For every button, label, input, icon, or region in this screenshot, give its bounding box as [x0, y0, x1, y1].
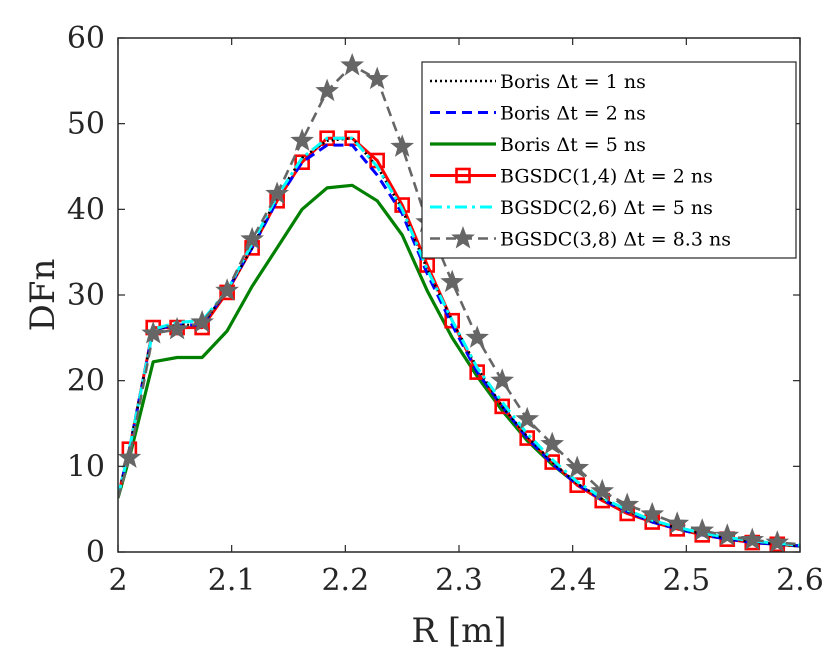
- legend-label: Boris Δt = 5 ns: [500, 134, 646, 156]
- legend-label: Boris Δt = 2 ns: [500, 103, 646, 125]
- series-4-marker: [569, 477, 586, 493]
- series-6-marker: [165, 316, 189, 340]
- legend-item-6: BGSDC(3,8) Δt = 8.3 ns: [430, 226, 731, 251]
- legend-box: [421, 61, 797, 259]
- legend-label: BGSDC(2,6) Δt = 5 ns: [500, 197, 713, 219]
- x-tick-label: 2.1: [208, 563, 256, 598]
- x-tick-label: 2.6: [776, 563, 824, 598]
- series-6-marker: [240, 226, 264, 250]
- legend-item-2: Boris Δt = 2 ns: [430, 103, 646, 125]
- series-6-marker: [765, 530, 790, 552]
- series-5: [118, 136, 800, 547]
- y-tick-label: 40: [67, 192, 105, 227]
- series-6-marker: [565, 455, 590, 479]
- legend-item-4: BGSDC(1,4) Δt = 2 ns: [430, 166, 713, 188]
- series-6-marker: [265, 181, 289, 204]
- y-tick-label: 20: [67, 364, 105, 399]
- series-4-marker: [544, 454, 561, 470]
- series-6: [118, 52, 800, 552]
- series-6-marker: [340, 52, 364, 76]
- y-tick-label: 0: [86, 535, 105, 570]
- legend-label: BGSDC(1,4) Δt = 2 ns: [500, 166, 713, 188]
- series-6-marker: [515, 406, 540, 430]
- series-6-marker: [440, 269, 464, 293]
- legend-item-5: BGSDC(2,6) Δt = 5 ns: [430, 197, 713, 219]
- y-tick-label: 60: [67, 21, 105, 56]
- x-tick-label: 2.5: [662, 563, 710, 598]
- legend-marker: [455, 167, 471, 184]
- legend-item-3: Boris Δt = 5 ns: [430, 134, 646, 156]
- legend-label: BGSDC(3,8) Δt = 8.3 ns: [500, 229, 731, 251]
- x-tick-label: 2: [108, 563, 127, 598]
- series-6-marker: [665, 511, 690, 534]
- series-4-marker: [294, 154, 310, 171]
- series-6-marker: [490, 368, 515, 391]
- series-6-line: [118, 64, 800, 546]
- series-6-marker: [540, 431, 565, 455]
- series-6-marker: [465, 325, 489, 348]
- y-tick-label: 10: [67, 449, 105, 484]
- y-tick-label: 30: [67, 278, 105, 313]
- x-tick-label: 2.3: [435, 563, 483, 598]
- series-6-marker: [690, 518, 715, 541]
- series-5-line: [118, 136, 800, 547]
- series-6-marker: [365, 66, 389, 90]
- series-4-marker: [519, 430, 536, 446]
- legend-marker: [451, 226, 475, 249]
- series-6-marker: [315, 78, 339, 102]
- series-6-marker: [215, 278, 239, 301]
- x-tick-label: 2.2: [321, 563, 369, 598]
- series-6-marker: [190, 309, 214, 333]
- series-4-marker: [494, 398, 510, 415]
- series-6-marker: [615, 492, 640, 515]
- series-6-marker: [390, 134, 414, 157]
- plot-area: [118, 52, 800, 552]
- legend-item-1: Boris Δt = 1 ns: [430, 71, 646, 93]
- y-tick-label: 50: [67, 107, 105, 142]
- legend-label: Boris Δt = 1 ns: [500, 71, 646, 93]
- axes: 2 2.1 2.2 2.3 2.4 2.5 2.6 0 10 20 30 40 50 60 R [m] DFn: [23, 21, 824, 651]
- x-axis-title: R [m]: [411, 611, 506, 651]
- series-6-marker: [715, 523, 740, 546]
- series-6-marker: [740, 527, 765, 551]
- series-6-marker: [590, 478, 615, 502]
- series-6-marker: [118, 445, 142, 468]
- legend: Boris Δt = 1 ns Boris Δt = 2 ns Boris Δt =…: [421, 61, 797, 259]
- series-6-marker: [141, 321, 166, 344]
- y-axis-title: DFn: [23, 259, 63, 332]
- x-tick-label: 2.4: [549, 563, 597, 598]
- series-6-marker: [290, 128, 314, 151]
- series-6-marker: [640, 501, 665, 525]
